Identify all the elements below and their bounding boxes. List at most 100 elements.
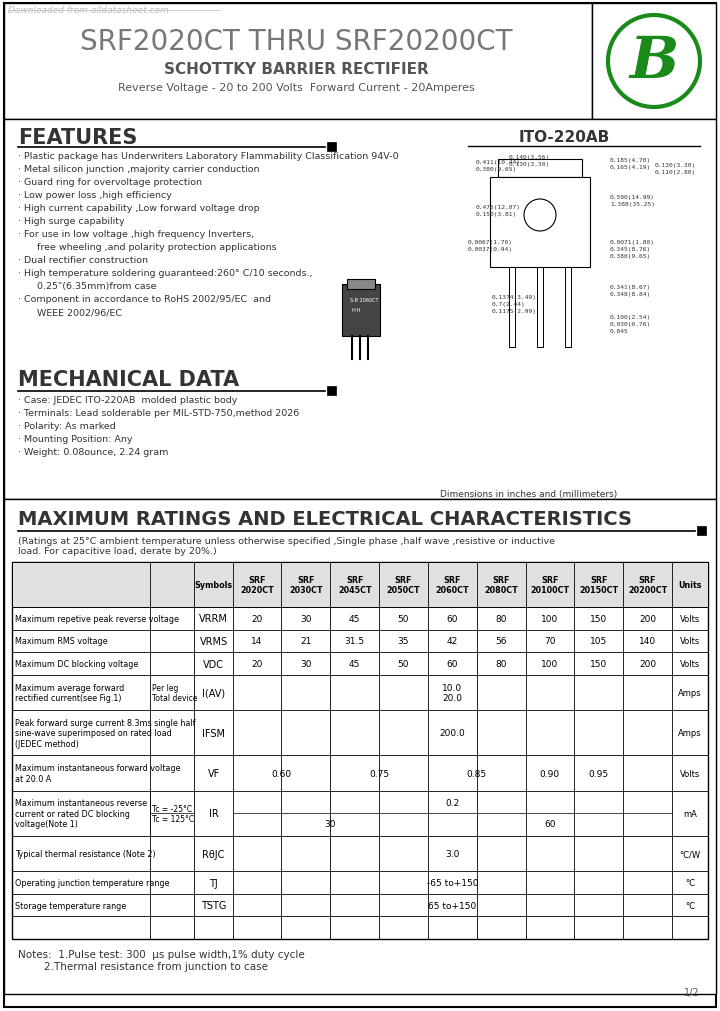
Text: 45: 45 (349, 659, 361, 668)
Text: SRF
2030CT: SRF 2030CT (289, 575, 323, 594)
Text: · Polarity: As marked: · Polarity: As marked (18, 422, 116, 431)
Bar (347, 280, 375, 290)
Text: 0.60: 0.60 (271, 768, 292, 777)
Text: 140: 140 (639, 637, 656, 646)
Text: · Case: JEDEC ITO-220AB  molded plastic body: · Case: JEDEC ITO-220AB molded plastic b… (18, 395, 238, 404)
Text: 50: 50 (397, 659, 409, 668)
Text: -65 to+150: -65 to+150 (426, 879, 478, 888)
Text: S-B 2060CT: S-B 2060CT (350, 297, 379, 302)
Text: 30: 30 (300, 659, 312, 668)
Text: 0.7(2.44): 0.7(2.44) (492, 301, 526, 306)
Text: 70: 70 (544, 637, 556, 646)
Text: 0.348(8.84): 0.348(8.84) (610, 292, 652, 296)
Text: · Plastic package has Underwriters Laboratory Flammability Classification 94V-0: · Plastic package has Underwriters Labor… (18, 152, 399, 161)
Text: °C/W: °C/W (680, 849, 701, 858)
Text: 30: 30 (325, 819, 336, 828)
Text: 0.345(8.76): 0.345(8.76) (610, 247, 652, 252)
Text: MECHANICAL DATA: MECHANICAL DATA (18, 370, 239, 389)
Text: I(AV): I(AV) (202, 687, 225, 698)
Text: 0.475(12.07): 0.475(12.07) (476, 205, 521, 210)
Text: Maximum instantaneous reverse
current or rated DC blocking
voltage(Note 1): Maximum instantaneous reverse current or… (15, 799, 147, 828)
Text: 0.100(2.54): 0.100(2.54) (610, 314, 652, 319)
Text: · For use in low voltage ,high frequency Inverters,: · For use in low voltage ,high frequency… (18, 229, 254, 239)
Text: SRF2020CT THRU SRF20200CT: SRF2020CT THRU SRF20200CT (80, 28, 512, 56)
Text: Notes:  1.Pulse test: 300  μs pulse width,1% duty cycle
        2.Thermal resist: Notes: 1.Pulse test: 300 μs pulse width,… (18, 949, 305, 971)
Bar (12, 562, 708, 939)
Text: · Low power loss ,high efficiency: · Low power loss ,high efficiency (18, 191, 172, 200)
Text: B: B (629, 33, 679, 90)
Text: 3.0: 3.0 (445, 849, 459, 858)
Text: 50: 50 (397, 615, 409, 623)
Text: 0.380(9.65): 0.380(9.65) (476, 167, 517, 172)
Text: 60: 60 (446, 659, 458, 668)
Text: · Guard ring for overvoltage protection: · Guard ring for overvoltage protection (18, 178, 202, 187)
Text: Units: Units (678, 580, 702, 589)
Circle shape (608, 16, 700, 108)
Text: · Weight: 0.08ounce, 2.24 gram: · Weight: 0.08ounce, 2.24 gram (18, 448, 168, 457)
Text: 0.75: 0.75 (369, 768, 390, 777)
Text: 20: 20 (251, 615, 263, 623)
Text: Volts: Volts (680, 615, 700, 623)
Text: 100: 100 (541, 615, 559, 623)
Text: IFSM: IFSM (202, 728, 225, 738)
Bar (697, 527, 706, 536)
Text: 0.25"(6.35mm)from case: 0.25"(6.35mm)from case (28, 282, 156, 291)
Text: 0.1175(2.99): 0.1175(2.99) (492, 308, 537, 313)
Text: 0.0037(0.94): 0.0037(0.94) (468, 247, 513, 252)
Text: 0.130(3.30): 0.130(3.30) (655, 163, 696, 168)
Text: · Terminals: Lead solderable per MIL-STD-750,method 2026: · Terminals: Lead solderable per MIL-STD… (18, 408, 300, 418)
Text: Per leg
Total device: Per leg Total device (152, 683, 197, 703)
Text: Maximum DC blocking voltage: Maximum DC blocking voltage (15, 659, 138, 668)
Text: · Metal silicon junction ,majority carrier conduction: · Metal silicon junction ,majority carri… (18, 165, 259, 174)
Text: 150: 150 (590, 659, 608, 668)
Text: 20: 20 (251, 659, 263, 668)
Bar (592, 4, 716, 120)
Bar (4, 4, 592, 120)
Text: WEEE 2002/96/EC: WEEE 2002/96/EC (28, 307, 122, 316)
Text: TSTG: TSTG (201, 900, 226, 910)
Text: SRF
2020CT: SRF 2020CT (240, 575, 274, 594)
Text: Tc = -25°C
Tc = 125°C: Tc = -25°C Tc = 125°C (152, 804, 194, 823)
Text: 150: 150 (590, 615, 608, 623)
Text: 10.0
20.0: 10.0 20.0 (442, 683, 462, 703)
Text: 31.5: 31.5 (345, 637, 365, 646)
Text: 60: 60 (446, 615, 458, 623)
Text: · Component in accordance to RoHS 2002/95/EC  and: · Component in accordance to RoHS 2002/9… (18, 295, 271, 303)
Text: mA: mA (683, 809, 697, 818)
Text: SRF
20150CT: SRF 20150CT (579, 575, 618, 594)
Text: Typical thermal resistance (Note 2): Typical thermal resistance (Note 2) (15, 849, 156, 858)
Text: 1.388(35.25): 1.388(35.25) (610, 202, 655, 207)
Text: free wheeling ,and polarity protection applications: free wheeling ,and polarity protection a… (28, 243, 276, 252)
Text: SCHOTTKY BARRIER RECTIFIER: SCHOTTKY BARRIER RECTIFIER (163, 62, 428, 77)
Text: Downloaded from alldatasheet.com: Downloaded from alldatasheet.com (8, 6, 168, 15)
Text: 0.0067(1.70): 0.0067(1.70) (468, 240, 513, 245)
Text: 100: 100 (541, 659, 559, 668)
Text: SRF
2060CT: SRF 2060CT (436, 575, 469, 594)
Text: SRF
2045CT: SRF 2045CT (338, 575, 372, 594)
Text: (Ratings at 25°C ambient temperature unless otherwise specified ,Single phase ,h: (Ratings at 25°C ambient temperature unl… (18, 537, 555, 556)
Text: Maximum repetive peak reverse voltage: Maximum repetive peak reverse voltage (15, 615, 179, 623)
Text: TJ: TJ (210, 878, 218, 888)
Text: 200.0: 200.0 (439, 729, 465, 738)
Text: H-H: H-H (352, 307, 361, 312)
Bar (12, 562, 708, 608)
Text: Storage temperature range: Storage temperature range (15, 901, 126, 910)
Text: Symbols: Symbols (194, 580, 233, 589)
Text: Volts: Volts (680, 768, 700, 777)
Text: 0.150(3.81): 0.150(3.81) (476, 211, 517, 216)
Text: IR: IR (209, 809, 218, 819)
Text: 0.030(0.76): 0.030(0.76) (610, 321, 652, 327)
Text: FEATURES: FEATURES (18, 127, 138, 148)
Bar (327, 386, 336, 395)
Text: 0.341(8.67): 0.341(8.67) (610, 285, 652, 290)
Text: Volts: Volts (680, 637, 700, 646)
Text: 0.045: 0.045 (610, 329, 629, 334)
Bar (327, 143, 336, 152)
Text: Maximum average forward
rectified current(see Fig.1): Maximum average forward rectified curren… (15, 683, 125, 703)
Text: Maximum instantaneous forward voltage
at 20.0 A: Maximum instantaneous forward voltage at… (15, 763, 181, 783)
Text: 0.110(2.80): 0.110(2.80) (655, 170, 696, 175)
Text: SRF
20100CT: SRF 20100CT (531, 575, 570, 594)
Text: Peak forward surge current 8.3ms single half
sine-wave superimposed on rated loa: Peak forward surge current 8.3ms single … (15, 718, 196, 748)
Text: °C: °C (685, 901, 695, 910)
Bar (490, 178, 590, 268)
